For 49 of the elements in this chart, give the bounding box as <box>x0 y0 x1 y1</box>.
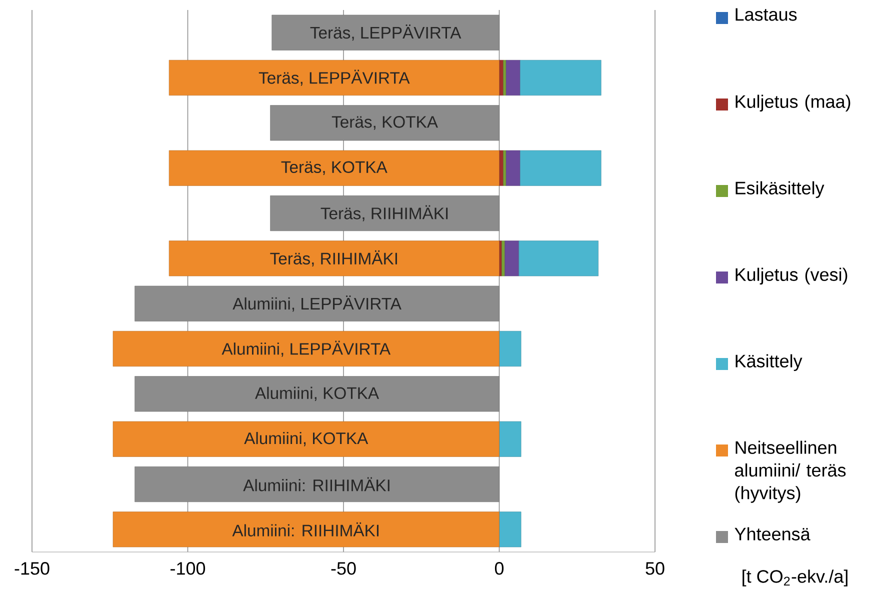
legend-label: Yhteensä <box>734 527 810 540</box>
y-tick-label: Alumiini: RIIHIMÄKI <box>243 477 390 492</box>
legend-label: Kuljetus (maa) <box>736 94 850 112</box>
bar <box>504 240 520 276</box>
y-tick-label: Teräs, KOTKA <box>281 161 388 175</box>
legend-label: Neitseellinen alumiini/ teräs (hyvitys) <box>735 440 846 503</box>
bar <box>134 286 500 322</box>
bar <box>499 421 522 457</box>
legend-label: Kuljetus (vesi) <box>736 268 848 285</box>
bar <box>168 150 500 186</box>
bar <box>112 512 500 548</box>
bar <box>506 150 520 186</box>
x-axis-title: [t CO$_{2}$-ekv./a] <box>742 570 848 586</box>
y-tick-label: Teräs, RIIHIMÄKI <box>320 205 448 222</box>
y-tick-label: Teräs, LEPPÄVIRTA <box>258 70 410 86</box>
y-tick-label: Alumiini, LEPPÄVIRTA <box>222 340 391 357</box>
bar <box>272 14 500 50</box>
bar <box>134 466 500 502</box>
bar <box>270 105 500 141</box>
y-tick-label: Alumiini: RIIHIMÄKI <box>232 522 379 536</box>
bar <box>168 60 500 96</box>
bar <box>518 240 598 276</box>
x-tick-label: -150 <box>14 562 50 575</box>
y-tick-label: Alumiini, LEPPÄVIRTA <box>232 296 402 312</box>
x-tick-label: 50 <box>646 562 664 575</box>
x-tick-label: -100 <box>170 562 206 575</box>
bar <box>499 331 522 366</box>
bar <box>520 150 602 186</box>
y-tick-label: Alumiini, KOTKA <box>255 386 380 402</box>
bar <box>270 195 500 231</box>
y-tick-label: Teräs, KOTKA <box>332 116 438 130</box>
bar <box>502 240 505 276</box>
legend-label: Lastaus <box>736 8 797 21</box>
bar <box>506 60 520 96</box>
bar <box>112 331 500 366</box>
x-tick-label: 0 <box>494 562 504 575</box>
y-tick-label: Teräs, RIIHIMÄKI <box>270 250 397 266</box>
y-tick-label: Teräs, LEPPÄVIRTA <box>310 24 462 41</box>
bar <box>112 421 500 457</box>
bar <box>134 376 500 412</box>
y-tick-label: Alumiini, KOTKA <box>244 432 368 446</box>
bar <box>168 240 500 276</box>
bar <box>520 60 602 96</box>
legend-label: Esikäsittely <box>736 181 824 198</box>
bar <box>503 60 506 96</box>
legend-label: Käsittely <box>736 354 802 372</box>
x-tick-label: -50 <box>331 562 356 575</box>
bar <box>499 512 522 548</box>
bar <box>503 150 506 186</box>
